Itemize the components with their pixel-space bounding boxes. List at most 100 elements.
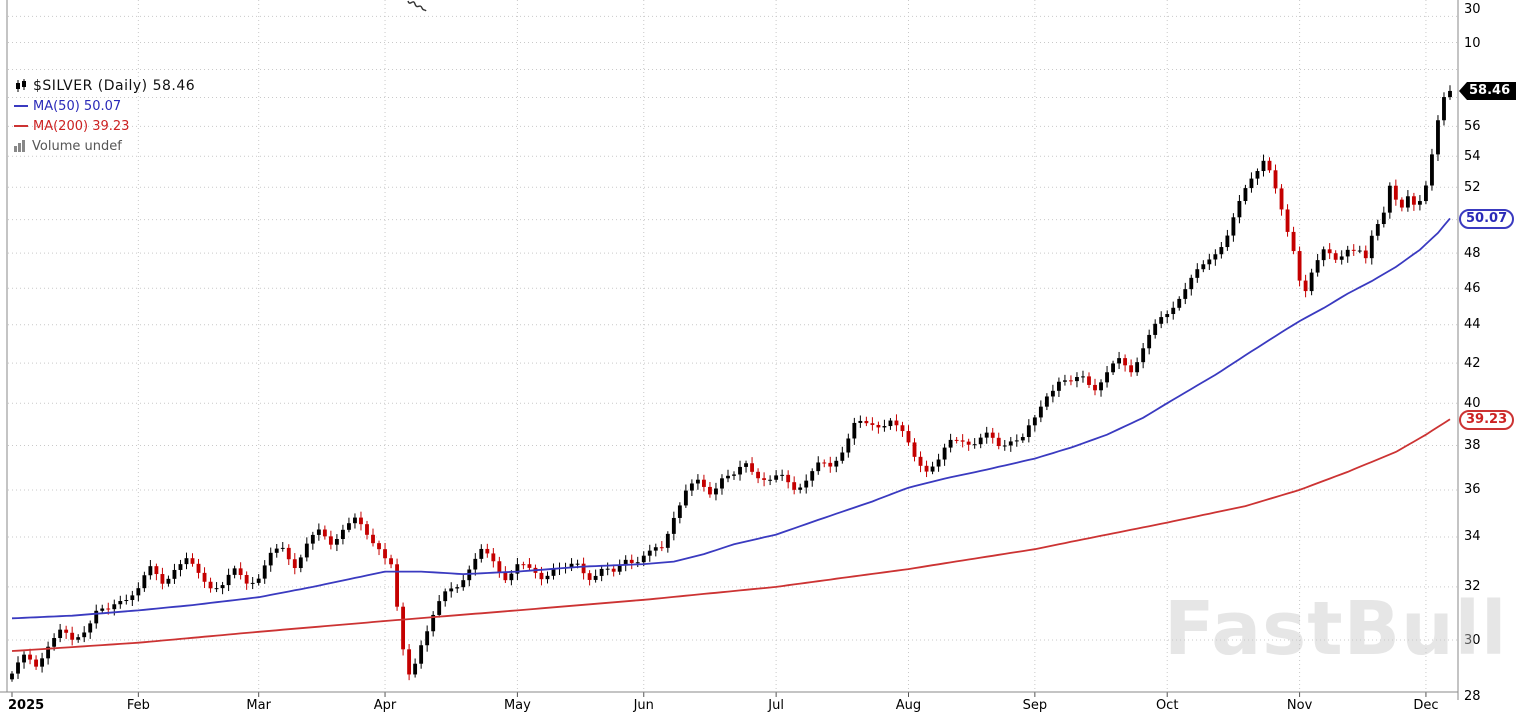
candle-body bbox=[587, 573, 592, 580]
candle-body bbox=[780, 474, 785, 476]
candle-body bbox=[798, 487, 803, 490]
y-axis-tick: 54 bbox=[1464, 148, 1481, 164]
candle-body bbox=[322, 529, 327, 537]
ma50-label: MA(50) 50.07 bbox=[33, 98, 122, 114]
candle-body bbox=[503, 572, 508, 581]
candle-body bbox=[443, 591, 448, 602]
candle-body bbox=[882, 426, 887, 428]
candle-body bbox=[888, 420, 893, 427]
candle-body bbox=[936, 459, 941, 467]
candle-body bbox=[82, 632, 87, 638]
y-axis-tick: 56 bbox=[1464, 118, 1481, 134]
candle-body bbox=[593, 575, 598, 580]
candle-body bbox=[1213, 254, 1218, 260]
candle-body bbox=[1195, 269, 1200, 278]
x-axis-month-label: Jul bbox=[768, 698, 784, 713]
candle-body bbox=[491, 553, 496, 562]
candle-body bbox=[1129, 365, 1134, 373]
candle-body bbox=[1448, 90, 1452, 98]
candle-body bbox=[774, 475, 779, 480]
candle-body bbox=[972, 444, 977, 446]
candle-body bbox=[112, 604, 117, 610]
candle-body bbox=[461, 580, 466, 588]
candle-body bbox=[1273, 170, 1278, 189]
candle-body bbox=[852, 422, 857, 439]
candle-body bbox=[1279, 188, 1284, 210]
candle-body bbox=[1393, 185, 1398, 200]
candlestick-icon bbox=[14, 79, 28, 93]
legend-ma50-row: MA(50) 50.07 bbox=[14, 96, 195, 116]
y-axis-tick: 44 bbox=[1464, 317, 1481, 333]
candle-body bbox=[118, 601, 123, 605]
candle-body bbox=[1075, 377, 1079, 382]
candle-body bbox=[383, 549, 387, 559]
candle-body bbox=[509, 573, 514, 581]
candle-body bbox=[756, 471, 761, 479]
candle-body bbox=[762, 478, 767, 480]
candle-body bbox=[407, 649, 412, 675]
candle-body bbox=[22, 654, 26, 663]
candle-body bbox=[551, 568, 556, 576]
candle-body bbox=[220, 585, 225, 589]
candle-body bbox=[1056, 381, 1061, 391]
candle-body bbox=[437, 601, 442, 615]
candle-body bbox=[497, 561, 502, 573]
cursor-artifact-icon bbox=[407, 0, 427, 12]
candle-body bbox=[328, 536, 333, 545]
y-axis-tick: 52 bbox=[1464, 179, 1481, 195]
candle-body bbox=[623, 559, 628, 566]
candle-body bbox=[316, 529, 321, 535]
candle-body bbox=[527, 564, 532, 568]
candle-body bbox=[1442, 97, 1446, 121]
candle-body bbox=[389, 558, 393, 565]
candle-body bbox=[1201, 264, 1206, 270]
candle-body bbox=[1207, 259, 1212, 265]
candle-body bbox=[810, 471, 815, 481]
candle-body bbox=[353, 517, 357, 524]
x-axis-month-label: Dec bbox=[1413, 698, 1439, 713]
chart-legend: $SILVER (Daily) 58.46 MA(50) 50.07 MA(20… bbox=[14, 76, 195, 156]
candle-body bbox=[1093, 384, 1097, 391]
candle-body bbox=[1381, 212, 1386, 225]
candle-body bbox=[1309, 272, 1314, 292]
candle-body bbox=[304, 543, 309, 558]
candle-body bbox=[1243, 188, 1248, 202]
candle-body bbox=[575, 563, 580, 565]
y-axis-tick: 38 bbox=[1464, 437, 1481, 453]
candle-body bbox=[984, 432, 989, 438]
candle-body bbox=[659, 547, 664, 549]
ma50-line-icon bbox=[14, 105, 28, 107]
candle-body bbox=[605, 568, 610, 570]
candle-body bbox=[617, 565, 622, 572]
candle-body bbox=[768, 479, 773, 481]
candle-body bbox=[792, 482, 797, 490]
candle-body bbox=[653, 547, 658, 551]
candle-body bbox=[226, 574, 231, 586]
candle-body bbox=[665, 533, 670, 548]
candle-body bbox=[635, 562, 640, 564]
legend-title-row: $SILVER (Daily) 58.46 bbox=[14, 76, 195, 96]
candle-body bbox=[599, 568, 604, 576]
candle-body bbox=[1249, 178, 1254, 189]
candle-body bbox=[1171, 307, 1176, 315]
candle-body bbox=[1339, 256, 1344, 260]
x-axis-month-label: Mar bbox=[246, 698, 271, 713]
candle-body bbox=[1183, 289, 1188, 299]
candle-body bbox=[1255, 171, 1260, 179]
candle-body bbox=[1050, 390, 1055, 397]
candle-body bbox=[1032, 417, 1037, 426]
price-badge-58.46: 58.46 bbox=[1459, 81, 1517, 100]
candle-body bbox=[924, 465, 929, 472]
candle-body bbox=[677, 505, 682, 518]
candle-body bbox=[1219, 247, 1224, 255]
candle-body bbox=[1123, 358, 1128, 366]
candle-body bbox=[930, 466, 935, 472]
candle-body bbox=[130, 595, 135, 601]
x-axis-month-label: Aug bbox=[895, 698, 922, 713]
candle-body bbox=[1141, 348, 1146, 363]
candle-body bbox=[214, 588, 219, 590]
candle-body bbox=[250, 582, 255, 584]
candle-body bbox=[148, 566, 153, 576]
